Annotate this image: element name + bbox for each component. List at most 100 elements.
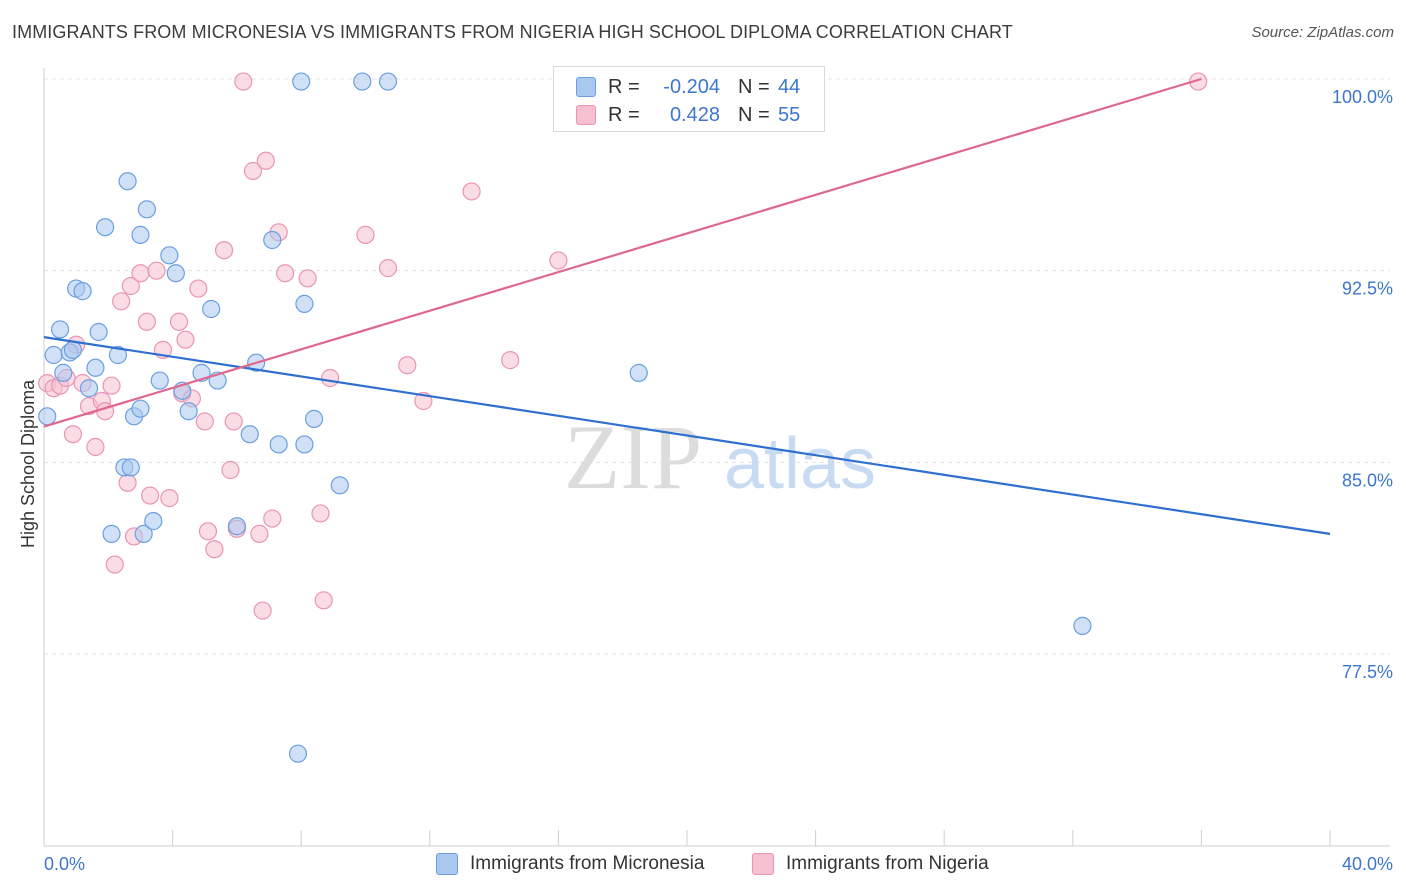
n-value: 44 [778, 75, 801, 98]
micronesia-point [240, 425, 259, 444]
nigeria-point [137, 312, 156, 331]
nigeria-point [256, 151, 275, 170]
nigeria-point [147, 261, 166, 280]
blue-swatch [436, 853, 458, 875]
nigeria-point [205, 540, 224, 559]
micronesia-point [79, 379, 99, 398]
nigeria-point [234, 72, 253, 91]
micronesia-point [288, 744, 308, 763]
nigeria-point [105, 555, 124, 574]
blue-swatch [576, 77, 596, 97]
micronesia-point [295, 294, 314, 313]
nigeria-point [298, 269, 317, 288]
r-label: R = [608, 103, 640, 126]
nigeria-point [131, 264, 150, 283]
legend-item-nigeria[interactable]: Immigrants from Nigeria [752, 852, 989, 876]
x-tick-label: 40.0% [1342, 854, 1393, 874]
nigeria-point [140, 486, 160, 505]
nigeria-point [121, 276, 140, 296]
nigeria-point [102, 376, 121, 395]
y-tick-label: 92.5% [1342, 279, 1393, 299]
micronesia-point [330, 476, 349, 495]
micronesia-point [304, 409, 324, 428]
axis-layer [43, 68, 1390, 847]
nigeria-point [214, 241, 234, 260]
micronesia-point [63, 340, 83, 359]
micronesia-point [131, 399, 150, 418]
legend-label: Immigrants from Micronesia [470, 853, 705, 874]
nigeria-point [63, 425, 83, 444]
micronesia-point [102, 524, 121, 543]
nigeria-point [314, 591, 333, 610]
nigeria-point [86, 437, 105, 457]
y-tick-label: 100.0% [1332, 87, 1393, 107]
nigeria-point [189, 279, 208, 298]
micronesia-point [166, 264, 185, 283]
chart-title: IMMIGRANTS FROM MICRONESIA VS IMMIGRANTS… [12, 22, 1013, 42]
nigeria-point [198, 522, 218, 541]
watermark-atlas: atlas [724, 424, 876, 504]
x-tick-label: 0.0% [44, 854, 85, 874]
nigeria-point [311, 504, 330, 523]
tick-label-layer: 77.5% 85.0% 92.5% 100.0% 0.0% 40.0% [44, 87, 1393, 874]
trend-layer [43, 77, 1331, 535]
nigeria-point [169, 312, 189, 331]
micronesia-point [160, 246, 179, 265]
n-label: N = [738, 75, 770, 98]
micronesia-point [73, 282, 92, 301]
micronesia-point [137, 200, 156, 219]
micronesia-point [227, 517, 246, 536]
nigeria-trend-line [43, 77, 1202, 428]
nigeria-point [253, 601, 272, 620]
nigeria-points [38, 72, 1208, 620]
nigeria-point [263, 509, 282, 528]
legend-row-micronesia: R = -0.204 N = 44 [576, 73, 800, 101]
micronesia-point [202, 299, 221, 319]
micronesia-point [54, 363, 73, 382]
nigeria-point [176, 330, 195, 349]
legend-item-micronesia[interactable]: Immigrants from Micronesia [436, 852, 704, 876]
nigeria-point [276, 264, 295, 283]
nigeria-point [112, 292, 131, 311]
micronesia-point [121, 458, 140, 477]
nigeria-point [95, 402, 115, 421]
micronesia-point [131, 225, 150, 244]
r-label: R = [608, 75, 640, 98]
micronesia-point [118, 172, 137, 191]
micronesia-points [38, 72, 1092, 763]
nigeria-point [224, 412, 243, 431]
nigeria-point [221, 460, 240, 480]
nigeria-point [195, 412, 214, 431]
pink-swatch [752, 853, 774, 875]
micronesia-trend-line [43, 336, 1331, 535]
legend-label: Immigrants from Nigeria [786, 853, 989, 874]
r-value: 0.428 [669, 103, 720, 126]
micronesia-point [50, 320, 70, 339]
micronesia-point [292, 72, 311, 91]
micronesia-point [353, 72, 372, 91]
nigeria-point [501, 351, 520, 370]
micronesia-point [378, 72, 398, 91]
micronesia-point [95, 218, 115, 237]
legend-row-nigeria: R = 0.428 N = 55 [576, 101, 800, 129]
micronesia-point [295, 435, 314, 454]
micronesia-point [144, 512, 163, 531]
micronesia-point [629, 363, 648, 382]
micronesia-point [1073, 616, 1092, 635]
nigeria-point [243, 161, 263, 181]
nigeria-point [462, 182, 481, 201]
micronesia-point [269, 435, 288, 454]
n-label: N = [738, 103, 770, 126]
watermark-zip: ZIP [564, 406, 702, 508]
r-value: -0.204 [663, 75, 720, 98]
micronesia-point [86, 358, 105, 377]
micronesia-point [134, 524, 153, 543]
micronesia-point [108, 345, 128, 365]
n-value: 55 [778, 103, 801, 126]
source-label: Source: ZipAtlas.com [1251, 24, 1394, 41]
micronesia-point [150, 371, 169, 390]
micronesia-point [44, 345, 63, 365]
y-tick-label: 85.0% [1342, 470, 1393, 490]
pink-swatch [576, 105, 596, 125]
